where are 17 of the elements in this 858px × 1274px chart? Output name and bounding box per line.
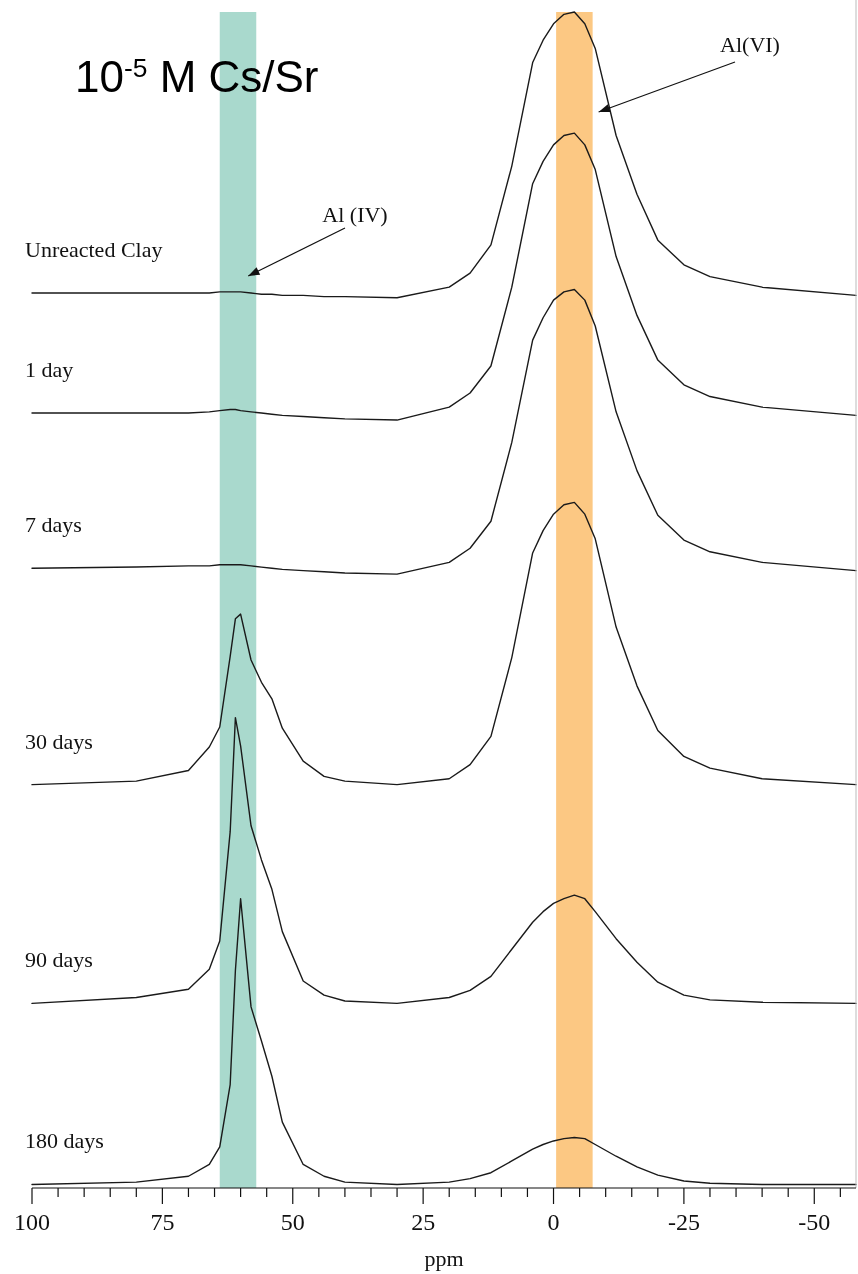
x-tick-label: 75 [150,1209,175,1235]
series-label: 30 days [25,728,93,754]
x-axis-title: ppm [424,1246,464,1271]
series-label: 180 days [25,1128,104,1154]
x-tick-label: -50 [798,1209,831,1235]
x-tick-label: 0 [547,1209,560,1235]
series-label: 90 days [25,947,93,973]
band-label: Al(VI) [720,32,780,57]
x-tick-label: 25 [411,1209,436,1235]
series-label: 1 day [25,357,74,383]
series-label: Unreacted Clay [25,237,163,263]
x-tick-label: -25 [667,1209,700,1235]
x-tick-label: 50 [280,1209,305,1235]
series-label: 7 days [25,512,82,538]
text: 10$^{-5}$ M Cs/Sr [75,52,319,101]
band-label: Al (IV) [322,202,388,227]
x-tick-label: 100 [14,1209,50,1235]
